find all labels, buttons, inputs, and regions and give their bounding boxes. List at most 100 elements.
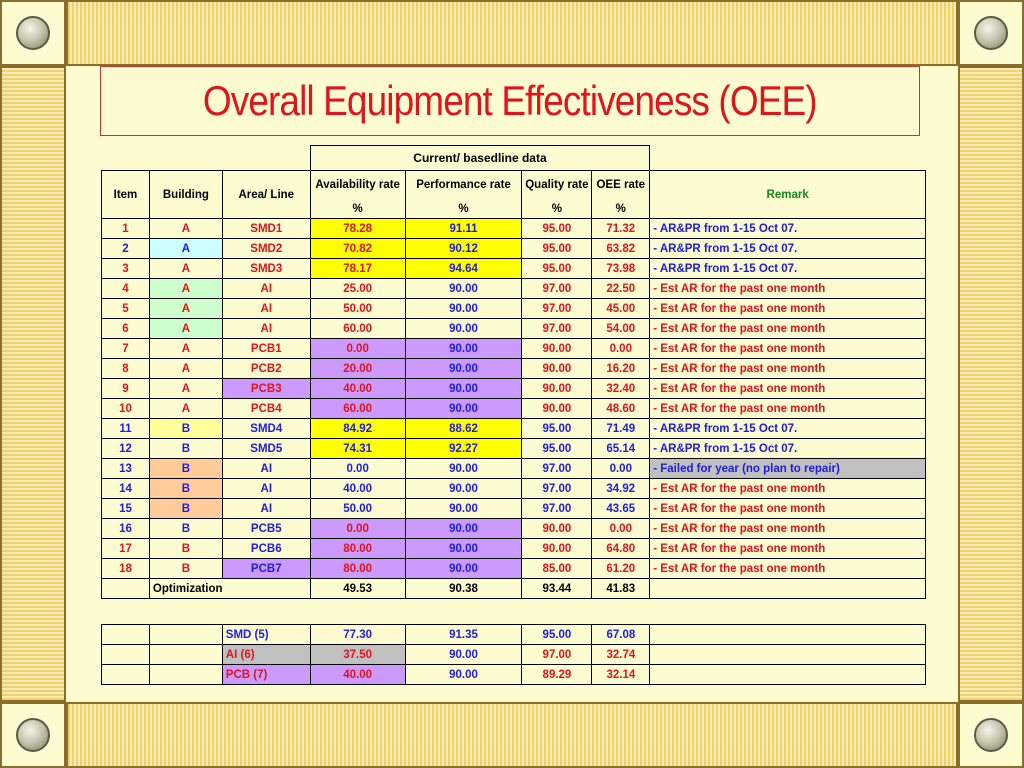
quality-cell: 90.00 xyxy=(521,338,593,359)
table-row: 6 A AI 60.00 90.00 97.00 54.00- Est AR for the… xyxy=(101,318,926,339)
building-cell: B xyxy=(148,478,223,499)
performance-cell: 90.00 xyxy=(404,338,523,359)
table-row: 17 B PCB6 80.00 90.00 90.00 64.80- Est AR for … xyxy=(101,538,926,559)
remark-cell: - Est AR for the past one month xyxy=(649,378,926,399)
top-border xyxy=(66,0,958,66)
performance-cell: 92.27 xyxy=(404,438,523,459)
page-title: Overall Equipment Effectiveness (OEE) xyxy=(203,77,818,124)
performance-cell: 90.00 xyxy=(404,318,523,339)
item-cell: 16 xyxy=(101,518,150,539)
availability-cell: 84.92 xyxy=(309,418,406,439)
area-cell: AI xyxy=(221,298,311,319)
oee-cell: 61.20 xyxy=(591,558,651,579)
item-cell: 14 xyxy=(101,478,150,499)
summary-row: SMD (5) 77.30 91.35 95.00 67.08 xyxy=(101,624,926,645)
oee-cell: 63.82 xyxy=(591,238,651,259)
summary-availability: 40.00 xyxy=(309,664,406,685)
availability-cell: 40.00 xyxy=(309,478,406,499)
performance-cell: 90.00 xyxy=(404,378,523,399)
building-cell: A xyxy=(148,318,223,339)
table-row: 18 B PCB7 80.00 90.00 85.00 61.20- Est AR for … xyxy=(101,558,926,579)
blank-cell xyxy=(101,624,150,645)
building-cell: B xyxy=(148,418,223,439)
unit-availability: % xyxy=(309,199,406,219)
area-cell: SMD3 xyxy=(221,258,311,279)
building-cell: A xyxy=(148,358,223,379)
remark-cell: - Est AR for the past one month xyxy=(649,358,926,379)
oee-cell: 54.00 xyxy=(591,318,651,339)
performance-cell: 90.00 xyxy=(404,518,523,539)
performance-cell: 90.00 xyxy=(404,458,523,479)
area-cell: PCB6 xyxy=(221,538,311,559)
knob-icon xyxy=(16,718,50,752)
performance-cell: 90.00 xyxy=(404,398,523,419)
oee-cell: 34.92 xyxy=(591,478,651,499)
knob-icon xyxy=(16,16,50,50)
area-cell: AI xyxy=(221,478,311,499)
availability-cell: 0.00 xyxy=(309,458,406,479)
area-cell: SMD4 xyxy=(221,418,311,439)
item-cell: 9 xyxy=(101,378,150,399)
quality-cell: 97.00 xyxy=(521,498,593,519)
availability-cell: 20.00 xyxy=(309,358,406,379)
table-row: 12 B SMD5 74.31 92.27 95.00 65.14- AR&PR from … xyxy=(101,438,926,459)
remark-cell: - Est AR for the past one month xyxy=(649,338,926,359)
knob-icon xyxy=(974,16,1008,50)
table-row: 4 A AI 25.00 90.00 97.00 22.50- Est AR for the… xyxy=(101,278,926,299)
availability-cell: 74.31 xyxy=(309,438,406,459)
corner-bottom-right xyxy=(958,702,1024,768)
quality-cell: 90.00 xyxy=(521,358,593,379)
availability-cell: 0.00 xyxy=(309,518,406,539)
availability-cell: 80.00 xyxy=(309,538,406,559)
remark-cell: - AR&PR from 1-15 Oct 07. xyxy=(649,258,926,279)
corner-top-right xyxy=(958,0,1024,66)
building-cell: A xyxy=(148,398,223,419)
performance-cell: 90.00 xyxy=(404,558,523,579)
quality-cell: 97.00 xyxy=(521,478,593,499)
oee-cell: 22.50 xyxy=(591,278,651,299)
oee-cell: 16.20 xyxy=(591,358,651,379)
quality-cell: 90.00 xyxy=(521,518,593,539)
oee-cell: 0.00 xyxy=(591,458,651,479)
building-cell: B xyxy=(148,558,223,579)
remark-cell: - Failed for year (no plan to repair) xyxy=(649,458,926,479)
header-oee: OEE rate xyxy=(591,170,651,199)
item-cell: 5 xyxy=(101,298,150,319)
item-cell: 6 xyxy=(101,318,150,339)
summary-performance: 90.00 xyxy=(404,664,523,685)
oee-cell: 71.49 xyxy=(591,418,651,439)
quality-cell: 95.00 xyxy=(521,418,593,439)
quality-cell: 90.00 xyxy=(521,378,593,399)
summary-availability: 77.30 xyxy=(309,624,406,645)
remark-cell: - AR&PR from 1-15 Oct 07. xyxy=(649,218,926,239)
summary-oee: 32.74 xyxy=(591,644,651,665)
summary-quality: 97.00 xyxy=(521,644,593,665)
blank-cell xyxy=(649,624,926,645)
quality-cell: 97.00 xyxy=(521,298,593,319)
remark-cell: - Est AR for the past one month xyxy=(649,558,926,579)
performance-cell: 90.00 xyxy=(404,298,523,319)
item-cell: 13 xyxy=(101,458,150,479)
unit-performance: % xyxy=(404,199,523,219)
building-cell: A xyxy=(148,238,223,259)
building-cell: B xyxy=(148,458,223,479)
building-cell: B xyxy=(148,438,223,459)
corner-top-left xyxy=(0,0,66,66)
area-cell: PCB4 xyxy=(221,398,311,419)
table-row: 8 A PCB2 20.00 90.00 90.00 16.20- Est AR for t… xyxy=(101,358,926,379)
performance-cell: 91.11 xyxy=(404,218,523,239)
table-row: 5 A AI 50.00 90.00 97.00 45.00- Est AR for the… xyxy=(101,298,926,319)
header-remark: Remark xyxy=(649,170,926,219)
quality-cell: 97.00 xyxy=(521,318,593,339)
blank-cell xyxy=(649,664,926,685)
availability-cell: 80.00 xyxy=(309,558,406,579)
summary-area-cell: AI (6) xyxy=(221,644,311,665)
bottom-border xyxy=(66,702,958,768)
header-performance: Performance rate xyxy=(404,170,523,199)
summary-row: AI (6) 37.50 90.00 97.00 32.74 xyxy=(101,644,926,665)
header-building: Building xyxy=(148,170,223,219)
summary-performance: 90.00 xyxy=(404,644,523,665)
remark-cell: - AR&PR from 1-15 Oct 07. xyxy=(649,438,926,459)
oee-cell: 45.00 xyxy=(591,298,651,319)
summary-availability: 37.50 xyxy=(309,644,406,665)
